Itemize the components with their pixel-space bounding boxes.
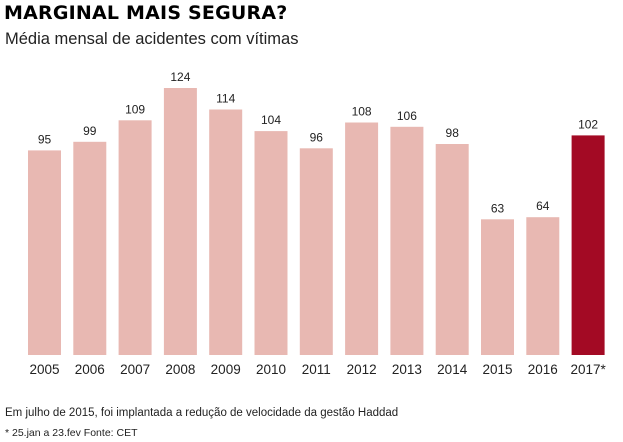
bar-2009 bbox=[209, 109, 243, 355]
bar-value-label: 102 bbox=[578, 117, 598, 131]
x-tick-label: 2017* bbox=[570, 362, 606, 377]
bar-value-label: 109 bbox=[125, 102, 145, 116]
bar-2006 bbox=[73, 141, 107, 355]
x-tick-label: 2009 bbox=[211, 362, 241, 377]
footer-note: Em julho de 2015, foi implantada a reduç… bbox=[5, 407, 399, 419]
bar-value-label: 64 bbox=[536, 199, 550, 213]
x-tick-label: 2005 bbox=[29, 362, 59, 377]
bar-2010 bbox=[254, 131, 288, 355]
bar-value-label: 63 bbox=[491, 201, 505, 215]
x-tick-label: 2015 bbox=[482, 362, 512, 377]
bar-chart: 95 2005 99 2006 109 2007 124 2008 114 2009 104 2010… bbox=[28, 70, 606, 377]
bar-2016 bbox=[526, 217, 560, 355]
bar-2014 bbox=[435, 144, 469, 355]
bar-value-label: 108 bbox=[352, 105, 372, 119]
footer-source: * 25.jan a 23.fev Fonte: CET bbox=[5, 427, 138, 439]
bar-value-label: 104 bbox=[261, 113, 281, 127]
chart-title: MARGINAL MAIS SEGURA? bbox=[4, 2, 288, 24]
bar-value-label: 98 bbox=[446, 126, 460, 140]
bar-2005 bbox=[28, 150, 61, 355]
chart-subtitle: Média mensal de acidentes com vítimas bbox=[5, 30, 299, 48]
bar-value-label: 114 bbox=[216, 92, 235, 106]
bar-2017 bbox=[571, 135, 605, 355]
bar-value-label: 124 bbox=[170, 70, 190, 84]
x-tick-label: 2012 bbox=[347, 362, 377, 377]
x-tick-label: 2016 bbox=[528, 362, 558, 377]
x-tick-label: 2011 bbox=[302, 362, 331, 377]
bar-2011 bbox=[299, 148, 333, 355]
x-tick-label: 2007 bbox=[120, 362, 150, 377]
bar-value-label: 95 bbox=[38, 132, 52, 146]
x-tick-label: 2010 bbox=[256, 362, 286, 377]
bar-value-label: 106 bbox=[397, 109, 417, 123]
bar-2015 bbox=[481, 219, 514, 355]
bar-value-label: 96 bbox=[310, 130, 324, 144]
bar-2007 bbox=[118, 120, 152, 355]
x-tick-label: 2006 bbox=[75, 362, 105, 377]
x-tick-label: 2013 bbox=[392, 362, 422, 377]
bar-2013 bbox=[390, 126, 424, 355]
x-tick-label: 2008 bbox=[165, 362, 195, 377]
bar-2012 bbox=[345, 122, 379, 355]
x-tick-label: 2014 bbox=[437, 362, 468, 377]
bar-2008 bbox=[163, 88, 197, 355]
bar-value-label: 99 bbox=[83, 124, 97, 138]
